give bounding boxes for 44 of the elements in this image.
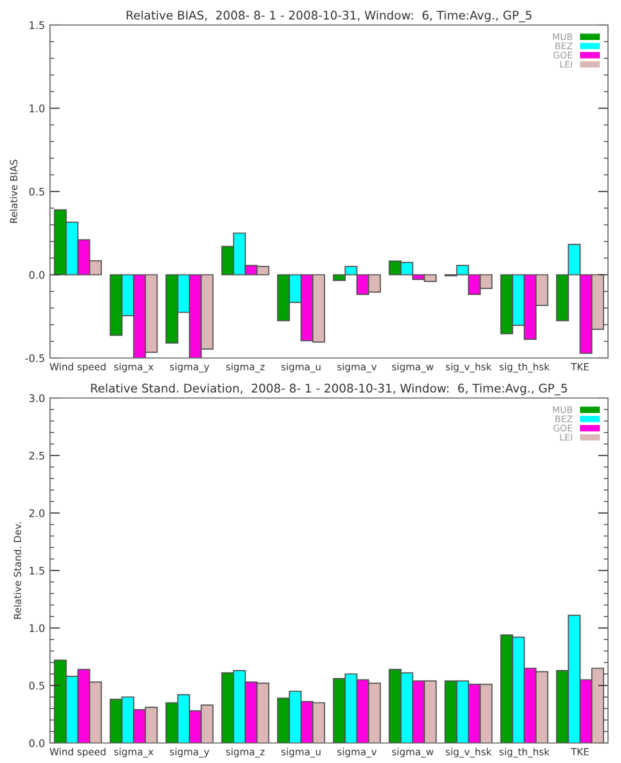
- y-axis-title: Relative Stand. Dev.: [14, 522, 22, 619]
- legend-label: BEZ: [556, 42, 572, 50]
- y-tick-label: 0.5: [29, 188, 44, 196]
- x-tick-label: sigma_y: [170, 362, 210, 373]
- x-tick-label: sig_v_hsk: [446, 748, 492, 758]
- y-tick-label: 1.5: [30, 21, 44, 30]
- x-tick-label: sigma_u: [281, 748, 320, 758]
- x-tick-label: Wind speed: [50, 748, 106, 758]
- x-tick-label: sig_th_hsk: [500, 362, 550, 373]
- y-tick-label: 1.0: [30, 104, 44, 112]
- chart-title: Relative BIAS, 2008- 8- 1 - 2008-10-31, Window: 6, Time:Avg., GP_5: [126, 10, 532, 22]
- x-tick-label: sigma_y: [170, 748, 210, 758]
- y-tick-label: 2.5: [29, 452, 44, 460]
- y-axis-title: Relative BIAS: [10, 160, 18, 223]
- legend-label: GOE: [553, 52, 572, 58]
- legend-label: LEI: [560, 434, 572, 441]
- y-tick-label: 1.0: [30, 624, 44, 632]
- x-tick-label: sigma_u: [281, 362, 320, 373]
- x-tick-label: sigma_x: [114, 362, 154, 373]
- x-tick-label: sigma_w: [392, 362, 434, 373]
- x-tick-label: TKE: [570, 363, 589, 370]
- legend-label: LEI: [560, 60, 572, 68]
- x-tick-label: sigma_w: [392, 748, 434, 758]
- y-tick-label: 3.0: [29, 394, 44, 402]
- y-tick-label: -0.5: [25, 354, 44, 362]
- x-tick-label: sig_v_hsk: [446, 362, 492, 373]
- chart-title: Relative Stand. Deviation, 2008- 8- 1 - 2008-10-31, Window: 6, Time:Avg., GP_5: [91, 383, 567, 396]
- x-tick-label: sigma_v: [337, 748, 377, 758]
- legend-label: GOE: [553, 424, 572, 432]
- y-tick-label: 0.0: [29, 739, 44, 748]
- x-tick-label: sigma_z: [226, 362, 265, 373]
- x-tick-label: sigma_z: [226, 748, 265, 758]
- x-tick-label: sig_th_hsk: [500, 748, 550, 758]
- x-tick-label: sigma_x: [114, 748, 154, 758]
- y-tick-label: 0.5: [29, 682, 44, 690]
- legend-label: BEZ: [556, 416, 572, 422]
- x-tick-label: Wind speed: [50, 362, 106, 372]
- y-tick-label: 0.0: [29, 270, 44, 279]
- x-tick-label: sigma_v: [337, 362, 377, 373]
- y-tick-label: 2.0: [29, 509, 44, 518]
- legend-label: MUB: [553, 406, 572, 414]
- x-tick-label: TKE: [570, 748, 589, 756]
- y-tick-label: 1.5: [30, 566, 44, 575]
- legend-label: MUB: [553, 33, 572, 40]
